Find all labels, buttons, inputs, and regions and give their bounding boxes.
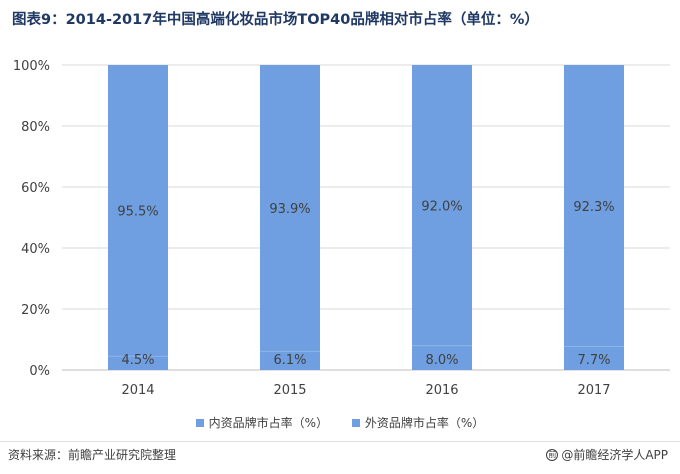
legend-item-foreign[interactable]: 外资品牌市占率（%） xyxy=(351,414,485,431)
data-label-domestic: 4.5% xyxy=(121,353,154,368)
x-axis-ticks: 2014 2015 2016 2017 xyxy=(121,383,610,398)
source-note: 资料来源：前瞻产业研究院整理 xyxy=(8,448,177,462)
legend-label-foreign: 外资品牌市占率（%） xyxy=(364,416,485,430)
brand-credit: 前 @前瞻经济学人APP xyxy=(546,446,668,463)
y-tick-label: 80% xyxy=(21,120,50,135)
bar-domestic xyxy=(412,345,472,370)
y-axis-ticks: 0% 20% 40% 60% 80% 100% xyxy=(13,59,50,379)
data-label-domestic: 6.1% xyxy=(273,353,306,368)
x-tick-label: 2014 xyxy=(121,383,154,398)
y-tick-label: 0% xyxy=(29,364,50,379)
data-label-foreign: 92.3% xyxy=(573,200,614,215)
bar-foreign xyxy=(108,65,168,357)
data-label-foreign: 95.5% xyxy=(117,205,158,220)
bar-foreign xyxy=(412,65,472,346)
legend-item-domestic[interactable]: 内资品牌市占率（%） xyxy=(195,414,329,431)
bars xyxy=(108,65,624,370)
bar-domestic xyxy=(260,351,320,370)
bar-foreign xyxy=(564,65,624,347)
footer-divider xyxy=(0,441,680,442)
legend-label-domestic: 内资品牌市占率（%） xyxy=(208,416,329,430)
data-label-domestic: 8.0% xyxy=(425,353,458,368)
brand-logo-icon: 前 xyxy=(546,448,559,461)
x-tick-label: 2016 xyxy=(425,383,458,398)
legend-swatch-domestic xyxy=(195,418,204,427)
bar-foreign xyxy=(260,65,320,352)
data-label-foreign: 92.0% xyxy=(421,199,462,214)
y-tick-label: 20% xyxy=(21,303,50,318)
bar-domestic xyxy=(564,346,624,370)
bar-domestic xyxy=(108,356,168,370)
data-labels: 4.5% 95.5% 6.1% 93.9% 8.0% 92.0% 7.7% 92.3% xyxy=(117,199,614,368)
brand-label: @前瞻经济学人APP xyxy=(561,448,668,462)
y-tick-label: 100% xyxy=(13,59,50,74)
legend: 内资品牌市占率（%） 外资品牌市占率（%） xyxy=(0,414,680,431)
y-tick-label: 60% xyxy=(21,181,50,196)
x-tick-label: 2017 xyxy=(577,383,610,398)
data-label-foreign: 93.9% xyxy=(269,202,310,217)
data-label-domestic: 7.7% xyxy=(577,353,610,368)
y-tick-label: 40% xyxy=(21,242,50,257)
x-tick-label: 2015 xyxy=(273,383,306,398)
chart-title: 图表9：2014-2017年中国高端化妆品市场TOP40品牌相对市占率（单位：%… xyxy=(12,12,539,28)
legend-swatch-foreign xyxy=(351,418,360,427)
